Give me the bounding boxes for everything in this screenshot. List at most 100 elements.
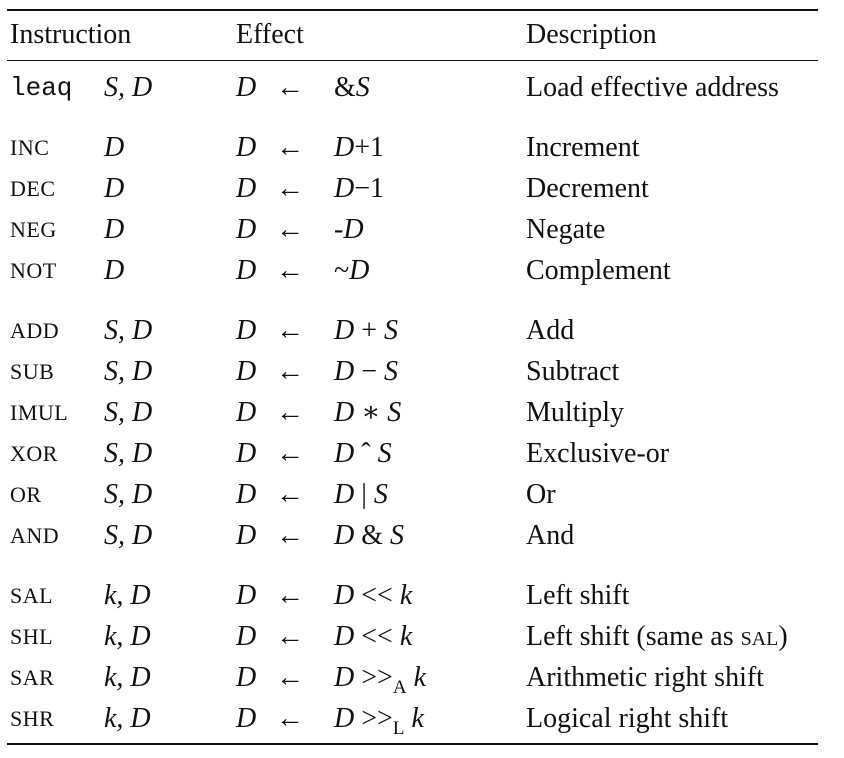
expression-part: −1 — [354, 173, 385, 204]
instruction-opcode: AND — [10, 523, 60, 548]
table-row: INC D D ← D+1 Increment — [0, 130, 844, 166]
instruction-operands: k, D — [104, 703, 151, 734]
instruction-opcode: NOT — [10, 258, 57, 283]
instruction-description: Increment — [526, 132, 640, 163]
instruction-operands: S, D — [104, 479, 153, 510]
instruction-opcode: SUB — [10, 359, 55, 384]
expression-part: k — [399, 621, 413, 652]
expression-part: D — [334, 703, 355, 734]
instruction-opcode: SAL — [10, 583, 54, 608]
instruction-opcode: SHR — [10, 706, 55, 731]
header-description: Description — [526, 19, 657, 50]
expression-part: S — [384, 315, 399, 346]
instruction-description: Logical right shift — [526, 703, 729, 734]
effect-expression: D ˆ S — [334, 436, 392, 472]
effect-destination: D — [236, 315, 257, 346]
left-arrow-icon: ← — [276, 438, 304, 469]
effect-expression: D << k — [334, 578, 412, 614]
header-effect: Effect — [236, 19, 304, 50]
expression-part: << — [354, 621, 400, 652]
expression-part: D — [334, 520, 355, 551]
instruction-operands: D — [104, 132, 125, 163]
expression-part: ˆ — [354, 438, 378, 469]
table-row: leaq S, D D ← &S Load effective address — [0, 70, 844, 106]
instruction-operands: k, D — [104, 621, 151, 652]
expression-part: D — [334, 479, 355, 510]
instruction-opcode: DEC — [10, 176, 56, 201]
instruction-opcode: INC — [10, 135, 50, 160]
header-instruction: Instruction — [10, 19, 132, 50]
instruction-description: Or — [526, 479, 556, 510]
instruction-opcode: OR — [10, 482, 42, 507]
effect-expression: &S — [334, 70, 370, 106]
left-arrow-icon: ← — [276, 255, 304, 286]
effect-expression: D & S — [334, 518, 404, 554]
left-arrow-icon: ← — [276, 214, 304, 245]
instruction-description: Negate — [526, 214, 606, 245]
expression-part: D — [334, 173, 355, 204]
instruction-operands: S, D — [104, 72, 153, 103]
instruction-opcode: SAR — [10, 665, 55, 690]
table-row: DEC D D ← D−1 Decrement — [0, 171, 844, 207]
left-arrow-icon: ← — [276, 315, 304, 346]
expression-part: - — [334, 214, 344, 245]
expression-part: k — [411, 703, 424, 734]
table-row: OR S, D D ← D | S Or — [0, 477, 844, 513]
instruction-operands: S, D — [104, 520, 153, 551]
table-row: SAL k, D D ← D << k Left shift — [0, 578, 844, 614]
instruction-description: And — [526, 520, 575, 551]
instruction-opcode: SHL — [10, 624, 54, 649]
effect-expression: -D — [334, 212, 364, 248]
instruction-description: Add — [526, 315, 575, 346]
expression-part: D — [343, 214, 364, 245]
effect-destination: D — [236, 72, 257, 103]
effect-expression: D+1 — [334, 130, 384, 166]
instruction-description: Multiply — [526, 397, 625, 428]
instruction-opcode: leaq — [10, 73, 73, 103]
expression-part: S — [387, 397, 402, 428]
instruction-opcode: NEG — [10, 217, 57, 242]
left-arrow-icon: ← — [276, 173, 304, 204]
instruction-operands: S, D — [104, 397, 153, 428]
expression-part: D — [349, 255, 370, 286]
expression-part: D — [334, 356, 355, 387]
effect-destination: D — [236, 173, 257, 204]
expression-part: S — [384, 356, 399, 387]
instruction-opcode: XOR — [10, 441, 58, 466]
expression-part: k — [399, 580, 413, 611]
effect-expression: D−1 — [334, 171, 384, 207]
expression-part: S — [390, 520, 405, 551]
expression-part: >> — [354, 703, 393, 734]
effect-destination: D — [236, 662, 257, 693]
table-row: XOR S, D D ← D ˆ S Exclusive-or — [0, 436, 844, 472]
instruction-description: Left shift (same as SAL) — [526, 621, 788, 652]
effect-expression: D | S — [334, 477, 388, 513]
expression-part: D — [334, 397, 355, 428]
left-arrow-icon: ← — [276, 580, 304, 611]
left-arrow-icon: ← — [276, 132, 304, 163]
table-row: NEG D D ← -D Negate — [0, 212, 844, 248]
expression-part: D — [334, 662, 355, 693]
instruction-operands: D — [104, 255, 125, 286]
left-arrow-icon: ← — [276, 662, 304, 693]
effect-expression: D >>A k — [334, 660, 426, 699]
effect-expression: D ∗ S — [334, 395, 401, 431]
effect-destination: D — [236, 479, 257, 510]
instruction-opcode: IMUL — [10, 400, 69, 425]
expression-part: S — [355, 72, 370, 103]
effect-expression: D − S — [334, 354, 398, 390]
expression-part: & — [334, 72, 356, 103]
effect-destination: D — [236, 356, 257, 387]
effect-expression: D + S — [334, 313, 398, 349]
effect-destination: D — [236, 621, 257, 652]
instruction-description: Left shift — [526, 580, 630, 611]
table-header-rule — [7, 60, 818, 61]
effect-destination: D — [236, 397, 257, 428]
effect-expression: D << k — [334, 619, 412, 655]
instruction-description: Decrement — [526, 173, 649, 204]
instruction-description: Arithmetic right shift — [526, 662, 764, 693]
effect-destination: D — [236, 255, 257, 286]
instruction-description: Exclusive-or — [526, 438, 670, 469]
table-top-rule — [7, 9, 818, 11]
effect-destination: D — [236, 132, 257, 163]
